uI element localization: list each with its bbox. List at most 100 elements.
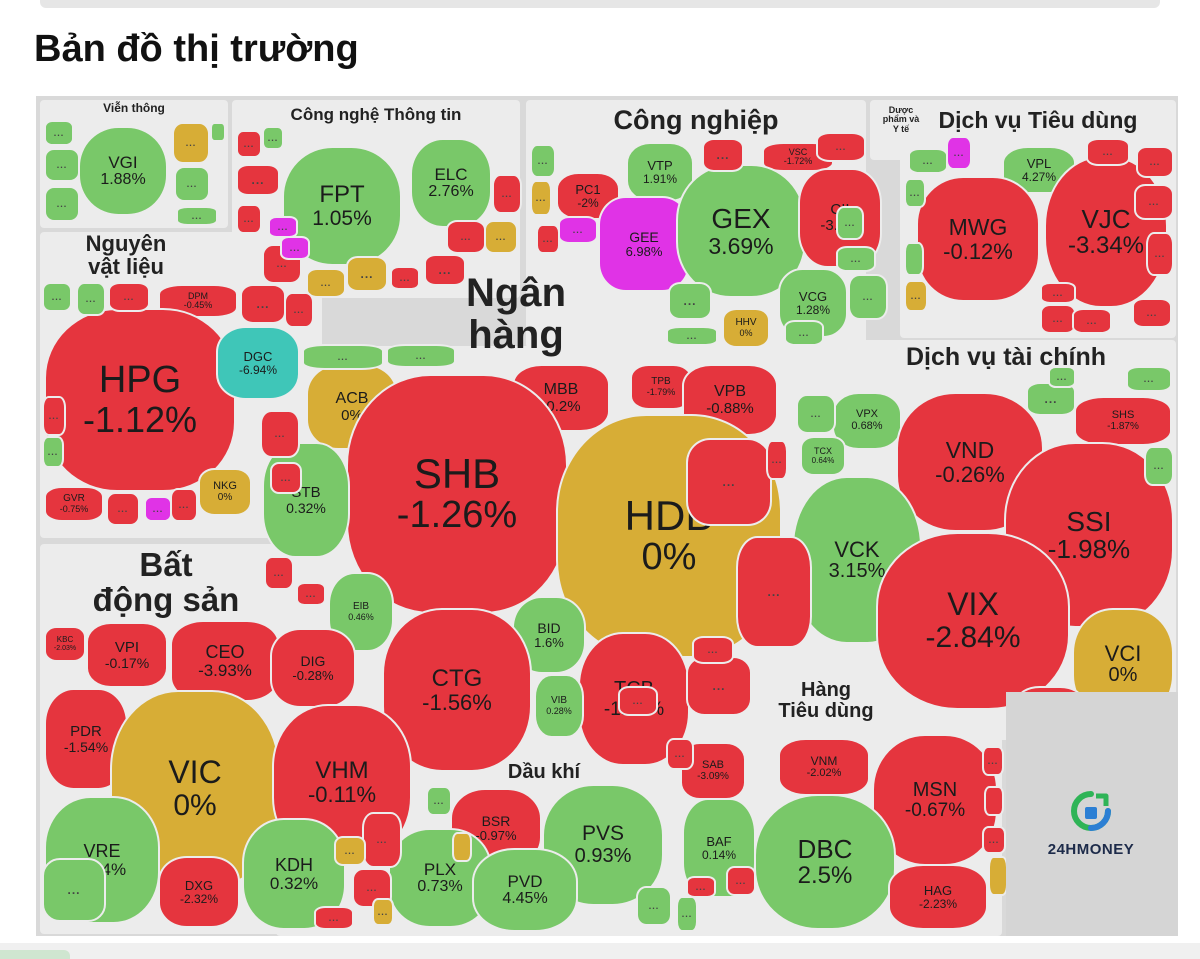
minor-ticker-tile[interactable]: ... xyxy=(1136,146,1174,178)
minor-ticker-tile[interactable]: ... xyxy=(44,120,74,146)
minor-ticker-tile[interactable]: ... xyxy=(666,738,694,770)
ticker-tile-elc[interactable]: ELC 2.76% xyxy=(410,138,492,228)
minor-ticker-tile[interactable]: ... xyxy=(836,246,876,272)
minor-ticker-tile[interactable]: ... xyxy=(558,216,598,244)
ticker-tile-gvr[interactable]: GVR -0.75% xyxy=(44,486,104,522)
minor-ticker-tile[interactable]: ... xyxy=(702,138,744,172)
ticker-tile-tcx[interactable]: TCX 0.64% xyxy=(800,436,846,476)
minor-ticker-tile[interactable]: ... xyxy=(1146,232,1174,276)
ticker-tile-ceo[interactable]: CEO -3.93% xyxy=(170,620,280,702)
minor-ticker-tile[interactable]: ... xyxy=(296,582,326,606)
minor-ticker-tile[interactable]: ... xyxy=(284,292,314,328)
minor-ticker-tile[interactable]: ... xyxy=(726,866,756,896)
minor-ticker-tile[interactable]: ... xyxy=(390,266,420,290)
minor-ticker-tile[interactable] xyxy=(988,856,1008,896)
minor-ticker-tile[interactable]: ... xyxy=(1040,304,1076,334)
ticker-tile-mwg[interactable]: MWG -0.12% xyxy=(916,176,1040,302)
minor-ticker-tile[interactable]: ... xyxy=(1086,138,1130,166)
minor-ticker-tile[interactable]: ... xyxy=(784,320,824,346)
minor-ticker-tile[interactable]: ... xyxy=(280,236,310,260)
minor-ticker-tile[interactable]: ... xyxy=(260,410,300,458)
minor-ticker-tile[interactable]: ... xyxy=(106,492,140,526)
minor-ticker-tile[interactable]: ... xyxy=(264,556,294,590)
minor-ticker-tile[interactable]: ... xyxy=(42,282,72,312)
minor-ticker-tile[interactable]: ... xyxy=(982,826,1006,854)
minor-ticker-tile[interactable]: ... xyxy=(686,876,716,898)
minor-ticker-tile[interactable]: ... xyxy=(1026,382,1076,416)
ticker-tile-vgi[interactable]: VGI 1.88% xyxy=(78,126,168,216)
ticker-tile-dig[interactable]: DIG -0.28% xyxy=(270,628,356,708)
minor-ticker-tile[interactable]: ... xyxy=(836,206,864,240)
minor-ticker-tile[interactable]: ... xyxy=(314,906,354,930)
ticker-tile-vtp[interactable]: VTP 1.91% xyxy=(626,142,694,202)
minor-ticker-tile[interactable]: ... xyxy=(302,344,384,370)
minor-ticker-tile[interactable]: ... xyxy=(530,180,552,216)
ticker-tile-sab[interactable]: SAB -3.09% xyxy=(680,742,746,800)
minor-ticker-tile[interactable]: ... xyxy=(42,858,106,922)
minor-ticker-tile[interactable]: ... xyxy=(270,462,302,494)
minor-ticker-tile[interactable]: ... xyxy=(636,886,672,926)
ticker-tile-vix[interactable]: VIX -2.84% xyxy=(876,532,1070,710)
minor-ticker-tile[interactable]: ... xyxy=(666,326,718,346)
minor-ticker-tile[interactable]: ... xyxy=(1040,282,1076,304)
ticker-tile-shs[interactable]: SHS -1.87% xyxy=(1074,396,1172,446)
minor-ticker-tile[interactable] xyxy=(210,122,226,142)
minor-ticker-tile[interactable]: ... xyxy=(262,126,284,150)
minor-ticker-tile[interactable]: ... xyxy=(686,656,752,716)
minor-ticker-tile[interactable]: ... xyxy=(908,148,948,174)
minor-ticker-tile[interactable] xyxy=(452,832,472,862)
minor-ticker-tile[interactable]: ... xyxy=(1126,366,1172,392)
minor-ticker-tile[interactable]: ... xyxy=(796,394,836,434)
ticker-tile-dbc[interactable]: DBC 2.5% xyxy=(754,794,896,930)
minor-ticker-tile[interactable]: ... xyxy=(484,220,518,254)
ticker-tile-nkg[interactable]: NKG 0% xyxy=(198,468,252,516)
minor-ticker-tile[interactable]: ... xyxy=(668,282,712,320)
minor-ticker-tile[interactable]: ... xyxy=(362,812,402,868)
minor-ticker-tile[interactable]: ... xyxy=(676,896,698,932)
minor-ticker-tile[interactable]: ... xyxy=(44,148,80,182)
minor-ticker-tile[interactable]: ... xyxy=(306,268,346,298)
ticker-tile-stb[interactable]: STB 0.32% xyxy=(262,442,350,558)
ticker-tile-dgc[interactable]: DGC -6.94% xyxy=(216,326,300,400)
minor-ticker-tile[interactable]: ... xyxy=(816,132,866,162)
minor-ticker-tile[interactable]: ... xyxy=(618,686,658,716)
minor-ticker-tile[interactable]: ... xyxy=(236,164,280,196)
minor-ticker-tile[interactable]: ... xyxy=(692,636,734,664)
minor-ticker-tile[interactable]: ... xyxy=(236,204,262,234)
minor-ticker-tile[interactable]: ... xyxy=(42,396,66,436)
minor-ticker-tile[interactable]: ... xyxy=(334,836,366,866)
minor-ticker-tile[interactable]: ... xyxy=(44,186,80,222)
minor-ticker-tile[interactable]: ... xyxy=(1144,446,1174,486)
ticker-tile-vnm[interactable]: VNM -2.02% xyxy=(778,738,870,796)
minor-ticker-tile[interactable]: ... xyxy=(76,282,106,316)
ticker-tile-pvd[interactable]: PVD 4.45% xyxy=(472,848,578,932)
ticker-tile-vib[interactable]: VIB 0.28% xyxy=(534,674,584,738)
ticker-tile-dxg[interactable]: DXG -2.32% xyxy=(158,856,240,928)
minor-ticker-tile[interactable]: ... xyxy=(446,220,486,254)
minor-ticker-tile[interactable]: ... xyxy=(686,438,772,526)
minor-ticker-tile[interactable]: ... xyxy=(904,178,926,208)
minor-ticker-tile[interactable]: ... xyxy=(346,256,388,292)
minor-ticker-tile[interactable]: ... xyxy=(536,224,560,254)
minor-ticker-tile[interactable]: ... xyxy=(372,898,394,926)
minor-ticker-tile[interactable]: ... xyxy=(268,216,298,238)
ticker-tile-hpg[interactable]: HPG -1.12% xyxy=(44,308,236,492)
minor-ticker-tile[interactable]: ... xyxy=(736,536,812,648)
minor-ticker-tile[interactable]: ... xyxy=(1072,308,1112,334)
minor-ticker-tile[interactable]: ... xyxy=(240,284,286,324)
minor-ticker-tile[interactable]: ... xyxy=(946,136,972,170)
ticker-tile-hag[interactable]: HAG -2.23% xyxy=(888,864,988,930)
minor-ticker-tile[interactable]: ... xyxy=(424,254,466,286)
minor-ticker-tile[interactable]: ... xyxy=(170,488,198,522)
minor-ticker-tile[interactable]: ... xyxy=(426,786,452,816)
minor-ticker-tile[interactable]: ... xyxy=(174,166,210,202)
minor-ticker-tile[interactable]: ... xyxy=(42,436,64,468)
minor-ticker-tile[interactable]: ... xyxy=(492,174,522,214)
minor-ticker-tile[interactable]: ... xyxy=(1134,184,1174,220)
minor-ticker-tile[interactable]: ... xyxy=(904,280,928,312)
minor-ticker-tile[interactable]: ... xyxy=(172,122,210,164)
minor-ticker-tile[interactable]: ... xyxy=(386,344,456,368)
minor-ticker-tile[interactable]: ... xyxy=(236,130,262,158)
ticker-tile-vpi[interactable]: VPI -0.17% xyxy=(86,622,168,688)
minor-ticker-tile[interactable]: ... xyxy=(144,496,172,522)
